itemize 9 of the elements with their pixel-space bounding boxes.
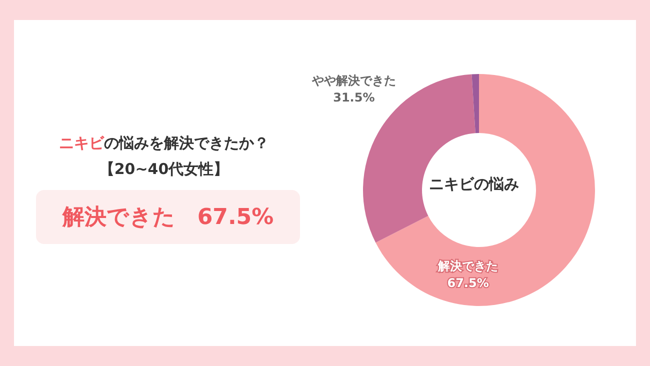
text: 【20~40代女性】	[98, 160, 230, 179]
text: 解決できた 67.5%	[36, 190, 300, 244]
data-label: 31.5%	[333, 90, 375, 105]
slice-label: 解決できた	[437, 258, 498, 273]
text: ニキビの悩みを解決できたか？	[58, 134, 270, 153]
data-label: 67.5%	[447, 276, 489, 290]
donut-slice	[472, 74, 479, 134]
text: ニキビの悩み	[428, 175, 520, 194]
slice-label: やや解決できた	[310, 74, 396, 88]
